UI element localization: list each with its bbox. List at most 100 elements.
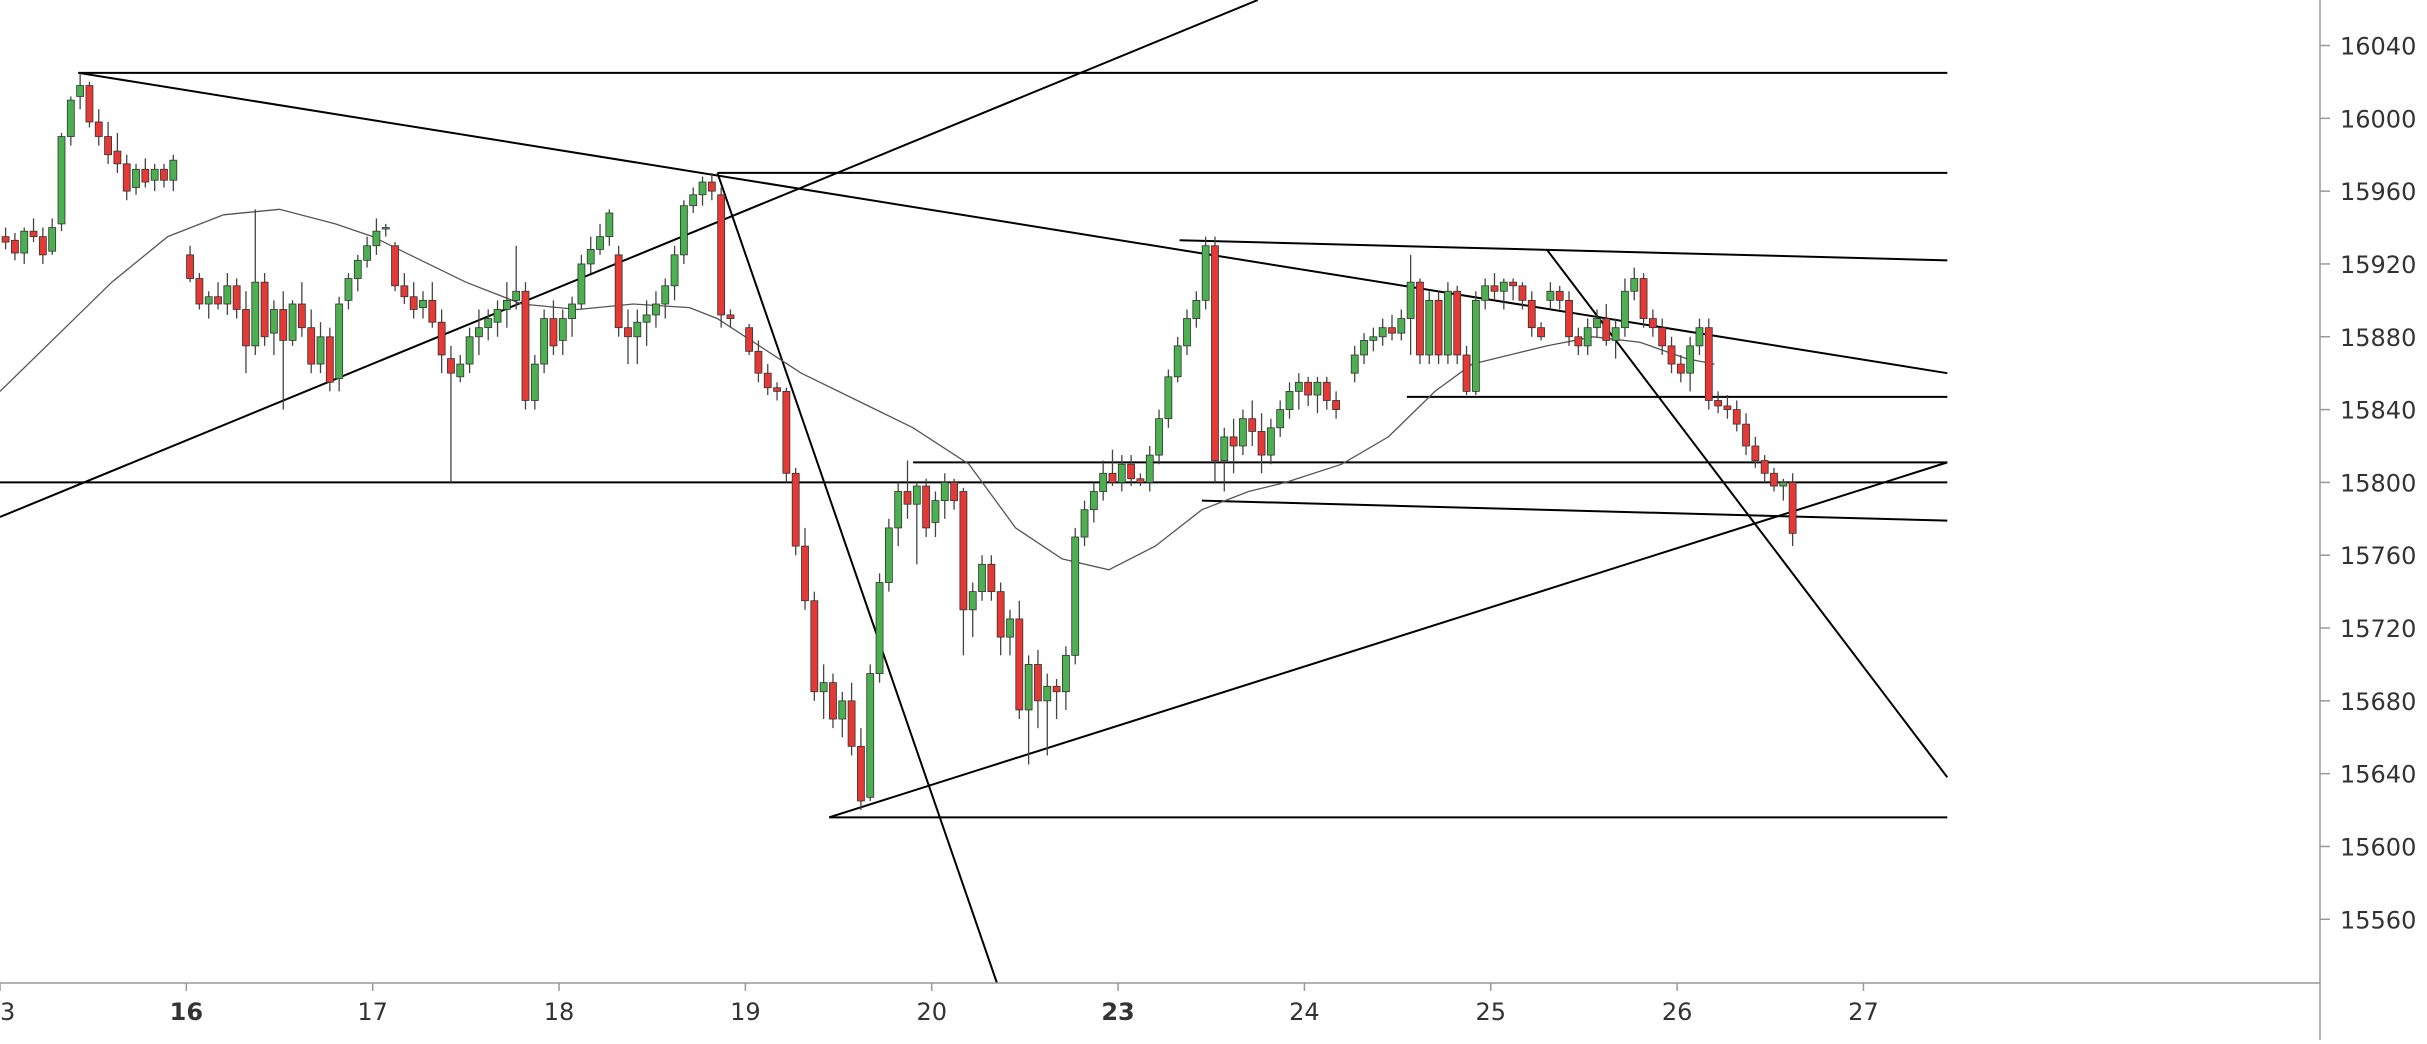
candle-body [1192,299,1201,319]
candle [1583,318,1592,355]
candle [1760,455,1769,483]
candle [297,282,306,337]
candle-body [521,290,530,401]
trendline[interactable] [0,0,1259,518]
candle [204,291,213,319]
candle [642,300,651,346]
candle-body [363,245,372,261]
candle [1276,400,1285,437]
candle-body [940,481,949,502]
candle-body [419,299,427,309]
candle [48,218,57,255]
candle [894,482,903,547]
y-tick-label: 16000 [2340,105,2416,133]
candle-body [652,303,660,316]
candle-body [1788,481,1797,534]
candle-body [204,296,213,305]
candle-body [372,230,381,247]
candle [652,291,660,328]
candle-body [1248,418,1257,432]
trendline[interactable] [1201,499,1948,522]
trendline[interactable] [78,71,1948,375]
candle-body [57,136,66,225]
candle [810,591,819,701]
candle-body [1127,463,1136,480]
candle [29,218,38,243]
candle [1471,291,1480,396]
candle-body [1378,327,1387,338]
moving-average-line [0,208,1715,571]
candle-body [1164,376,1173,420]
candle [214,282,222,310]
candle-body [1695,327,1704,347]
x-tick-label: 17 [357,998,388,1026]
candle-body [1313,381,1322,396]
candle-body [288,303,297,341]
candle [1285,382,1294,419]
candle-body [113,150,122,165]
candle-body [1024,664,1033,711]
candle-body [549,318,558,347]
candle [512,245,521,310]
candle-body [512,290,521,301]
candle-body [1490,285,1499,292]
candle [829,673,837,729]
candle-body [978,563,986,593]
candle-body [1462,354,1471,392]
candle-body [1061,654,1070,693]
candle [363,236,372,268]
candle-body [1760,460,1769,474]
candle [502,282,511,328]
candle [1266,418,1275,465]
candle [270,300,278,355]
candle [857,728,865,811]
candle-body [1611,327,1620,341]
candle-body [1704,327,1713,401]
candle-body [353,259,362,279]
trendline[interactable] [716,172,998,984]
candle-body [335,303,344,380]
candle [1676,354,1685,383]
candle-body [122,163,131,192]
candle [113,132,122,173]
candle [624,309,632,365]
candle [169,154,178,192]
candle-body [922,485,931,529]
candle [344,273,353,310]
x-tick-label: 19 [730,998,761,1026]
trendline[interactable] [1179,239,1948,262]
candle-body [1658,327,1667,347]
candle [791,467,800,556]
candle [1229,418,1238,474]
candle [922,478,931,538]
candle-body [475,327,483,338]
candle-body [1,236,10,243]
candle [1686,336,1695,392]
candle-body [1173,345,1182,378]
candle-body [493,309,502,323]
candle-body [1276,409,1285,429]
candle [1015,600,1024,720]
candles-layer [1,72,1797,811]
candle-body [502,299,511,310]
candle [288,300,297,346]
candle [717,187,726,328]
y-tick-label: 15800 [2340,469,2416,497]
candle [1695,318,1704,355]
candle [1648,309,1657,337]
candle-body [66,99,75,137]
candle [1089,482,1098,523]
trendline[interactable] [828,461,1948,819]
candle [1313,376,1322,414]
candle [847,682,856,756]
candle [104,121,112,164]
candle [1332,391,1340,419]
candle [819,664,828,720]
candle [996,582,1005,656]
y-tick-label: 15920 [2340,251,2416,279]
candle-body [1471,299,1480,392]
candle-body [270,309,278,334]
candle [940,473,949,519]
candle [1732,400,1741,432]
candle [1127,455,1136,487]
